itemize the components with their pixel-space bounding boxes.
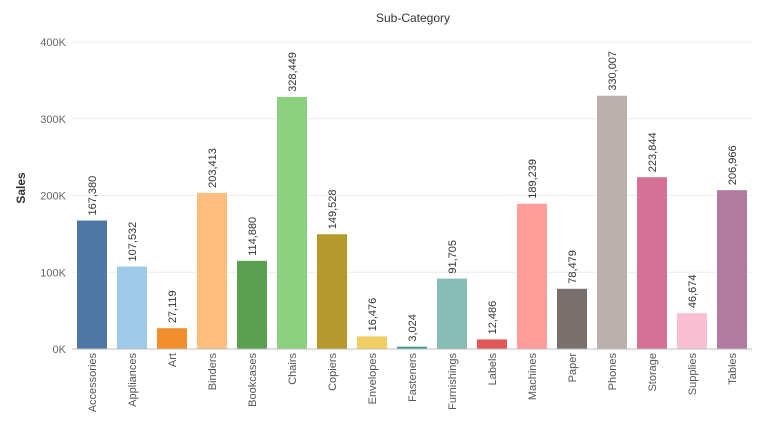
y-tick-label: 300K	[40, 114, 66, 126]
bar	[277, 96, 307, 349]
y-tick-label: 100K	[40, 267, 66, 279]
y-tick-label: 400K	[40, 37, 66, 49]
x-tick-label: Storage	[647, 353, 659, 392]
y-tick-label: 0K	[53, 344, 67, 356]
data-label: 203,413	[207, 148, 219, 188]
x-tick-label: Labels	[487, 353, 499, 386]
data-label: 46,674	[687, 275, 699, 309]
x-tick-label: Appliances	[127, 353, 139, 407]
data-label: 167,380	[87, 176, 99, 216]
bar	[237, 260, 267, 349]
bar	[197, 192, 227, 349]
data-label: 78,479	[567, 250, 579, 284]
data-label: 27,119	[167, 290, 179, 323]
x-tick-label: Paper	[567, 353, 579, 383]
y-tick-label: 200K	[40, 191, 66, 203]
bar	[597, 95, 627, 349]
bars	[77, 95, 747, 349]
data-label: 91,705	[447, 240, 459, 274]
chart-title: Sub-Category	[376, 11, 450, 25]
data-label: 189,239	[527, 159, 539, 199]
bar	[397, 346, 427, 349]
bar	[357, 336, 387, 349]
bar	[317, 234, 347, 349]
bar	[557, 288, 587, 349]
bar	[717, 190, 747, 349]
data-label: 3,024	[407, 314, 419, 342]
data-label: 149,528	[327, 189, 339, 229]
data-label: 12,486	[487, 301, 499, 335]
x-tick-label: Copiers	[327, 353, 339, 391]
x-tick-label: Envelopes	[367, 353, 379, 405]
x-tick-label: Accessories	[87, 353, 99, 413]
data-label: 223,844	[647, 132, 659, 172]
x-tick-label: Fasteners	[407, 353, 419, 402]
y-axis-label: Sales	[14, 172, 28, 204]
x-axis-ticks: Accessories Appliances Art Binders Bookcases…	[87, 353, 739, 413]
x-tick-label: Art	[167, 353, 179, 367]
data-label: 16,476	[367, 298, 379, 332]
data-label: 330,007	[607, 51, 619, 91]
data-label: 206,966	[727, 145, 739, 185]
bar	[77, 220, 107, 349]
data-label: 328,449	[287, 52, 299, 92]
bar	[157, 328, 187, 349]
y-axis-ticks: 0K 100K 200K 300K 400K	[40, 37, 66, 356]
bar	[677, 313, 707, 349]
data-label: 107,532	[127, 222, 139, 262]
data-label: 114,880	[247, 217, 259, 256]
x-tick-label: Binders	[207, 353, 219, 391]
x-tick-label: Bookcases	[247, 353, 259, 407]
bar	[117, 266, 147, 349]
x-tick-label: Supplies	[687, 353, 699, 396]
bar	[637, 177, 667, 349]
x-tick-label: Machines	[527, 353, 539, 401]
bar	[517, 203, 547, 349]
x-tick-label: Furnishings	[447, 353, 459, 410]
data-labels: 167,380 107,532 27,119 203,413 114,880 328,44…	[87, 51, 739, 342]
bar	[437, 278, 467, 349]
bar	[477, 339, 507, 349]
x-tick-label: Tables	[727, 353, 739, 385]
x-tick-label: Phones	[607, 353, 619, 391]
x-tick-label: Chairs	[287, 353, 299, 385]
